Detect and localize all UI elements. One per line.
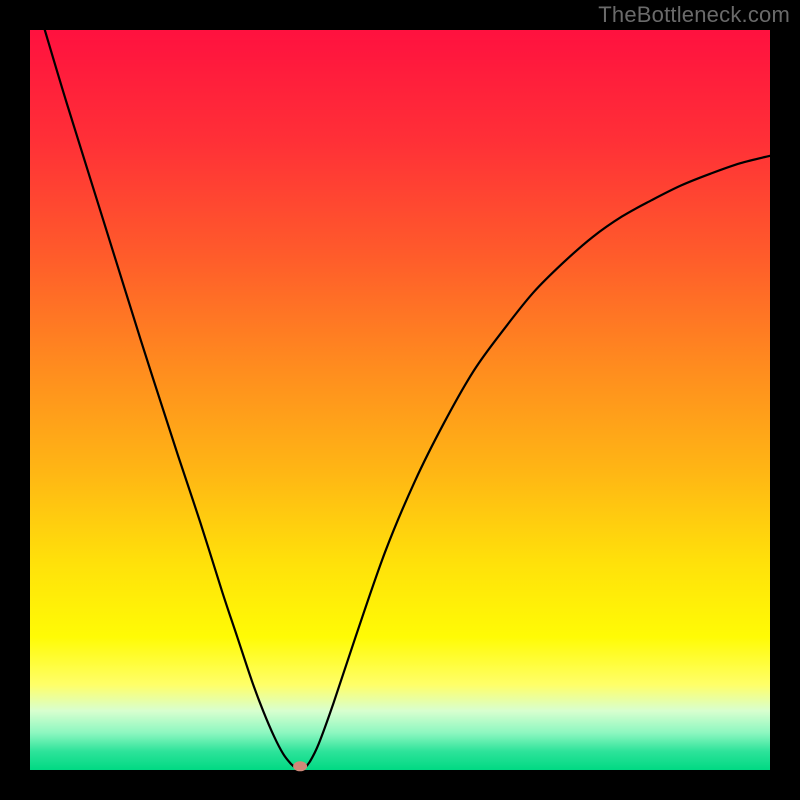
bottleneck-chart (0, 0, 800, 800)
chart-background (30, 30, 770, 770)
optimal-point-marker (293, 761, 307, 771)
chart-frame (0, 0, 800, 800)
watermark-text: TheBottleneck.com (598, 2, 790, 28)
